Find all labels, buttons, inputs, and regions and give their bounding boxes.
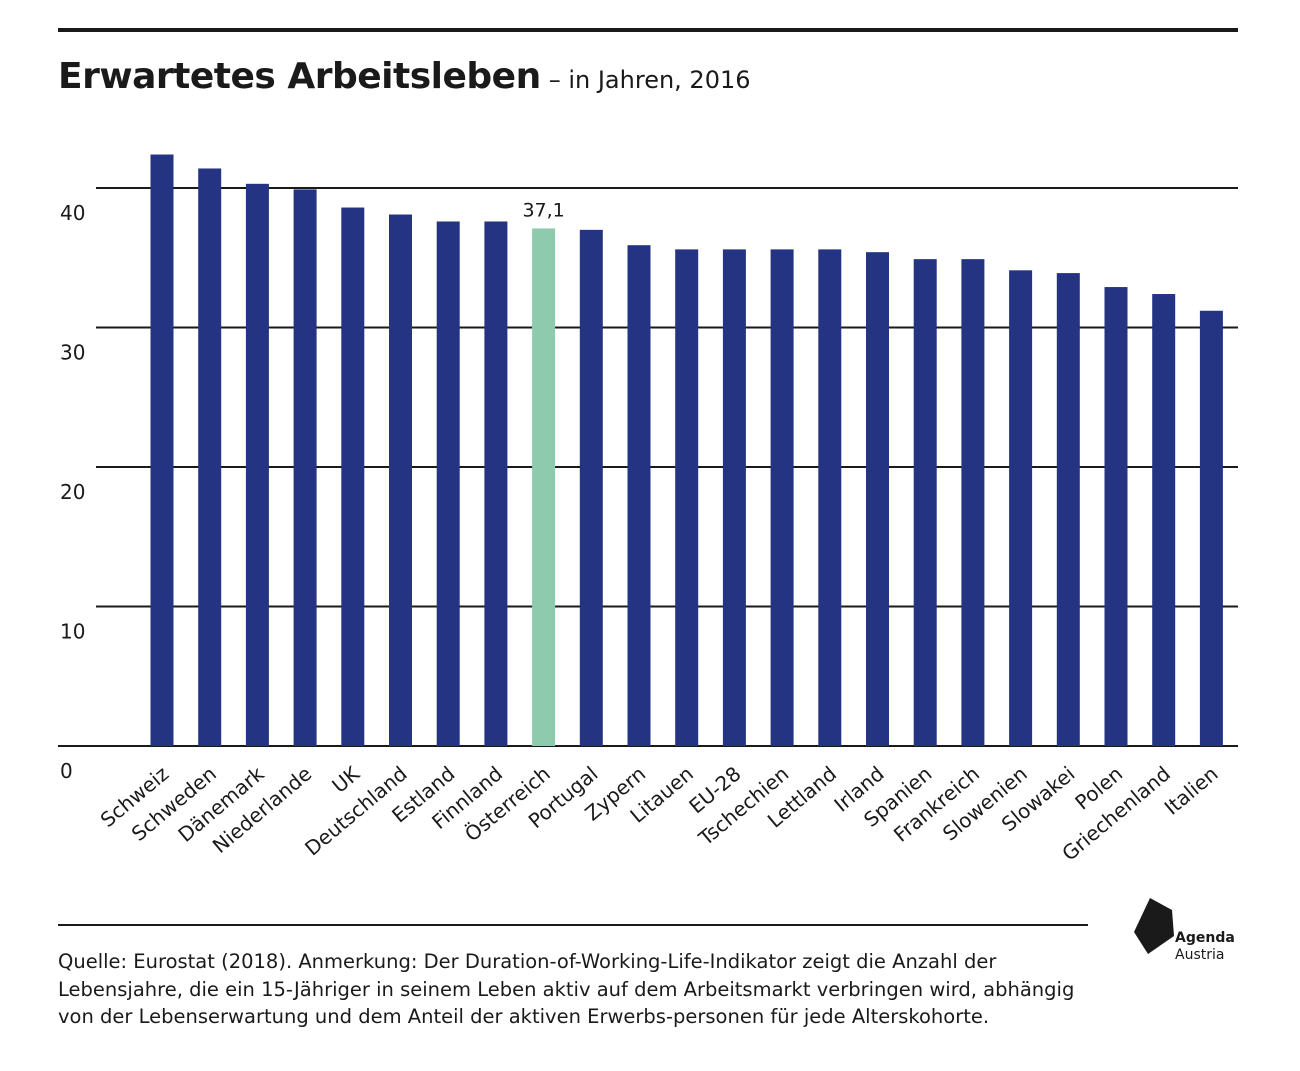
data-label-oesterreich: 37,1 [522, 199, 564, 221]
bar-polen [1104, 287, 1128, 746]
chart-heading: Erwartetes Arbeitsleben – in Jahren, 2016 [58, 56, 751, 97]
bar-schweden [198, 168, 222, 747]
bar-slowenien [1009, 270, 1033, 746]
logo-text-agenda: Agenda [1175, 930, 1235, 946]
agenda-austria-logo [1134, 898, 1174, 954]
bar-deutschland [389, 214, 412, 746]
source-note: Quelle: Eurostat (2018). Anmerkung: Der … [58, 950, 1075, 1028]
y-tick-label-0: 0 [60, 759, 73, 783]
x-tick-label: Italien [1160, 761, 1223, 819]
bar-dänemark [245, 183, 269, 746]
bar-eu-28 [722, 249, 746, 746]
bar-lettland [818, 249, 842, 746]
bar-spanien [913, 259, 937, 746]
chart-subtitle: – in Jahren, 2016 [548, 66, 751, 94]
bar-italien [1199, 310, 1223, 746]
chart-title: Erwartetes Arbeitsleben [58, 56, 541, 97]
y-tick-label-30: 30 [60, 341, 85, 365]
bar-schweiz [150, 154, 174, 746]
bar-litauen [675, 249, 699, 746]
y-tick-label-10: 10 [60, 620, 85, 644]
bar-griechenland [1152, 294, 1176, 746]
y-tick-label-40: 40 [60, 201, 85, 225]
bar-tschechien [770, 249, 794, 746]
bar-österreich [532, 228, 556, 746]
bar-uk [341, 207, 365, 746]
bar-niederlande [293, 189, 317, 746]
bar-frankreich [961, 259, 985, 746]
top-rule [58, 28, 1238, 32]
bar-portugal [579, 229, 603, 747]
bar-estland [436, 221, 460, 747]
bar-zypern [627, 245, 651, 746]
bar-finnland [484, 221, 508, 747]
bar-slowakei [1056, 273, 1080, 746]
bar-irland [866, 252, 889, 747]
y-tick-label-20: 20 [60, 480, 85, 504]
bottom-rule [58, 924, 1088, 926]
logo-text-austria: Austria [1175, 947, 1225, 963]
